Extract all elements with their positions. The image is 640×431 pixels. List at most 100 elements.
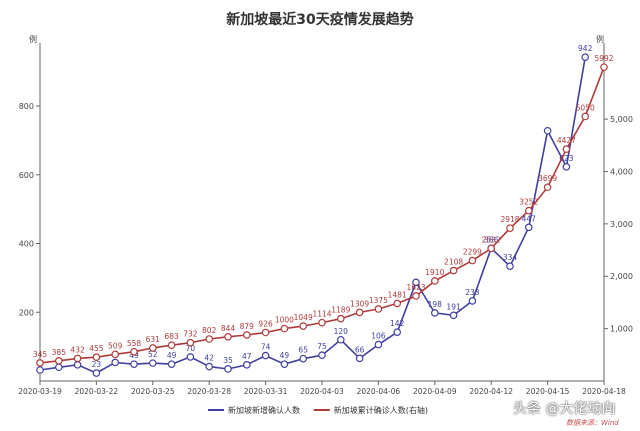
data-point-1 bbox=[92, 369, 101, 377]
data-point-1 bbox=[449, 311, 458, 320]
data-point-2 bbox=[224, 332, 232, 341]
data-source-note: 数据来源：Wind bbox=[566, 419, 619, 427]
data-label-2: 879 bbox=[240, 322, 255, 331]
data-point-1 bbox=[186, 353, 195, 361]
data-label-2: 455 bbox=[89, 344, 104, 353]
data-point-2 bbox=[149, 344, 157, 352]
data-point-2 bbox=[430, 277, 439, 285]
data-label-2: 1623 bbox=[406, 283, 425, 292]
data-label-1: 942 bbox=[578, 44, 593, 53]
data-point-2 bbox=[336, 314, 345, 323]
data-label-1: 120 bbox=[334, 327, 349, 336]
data-point-1 bbox=[243, 361, 251, 369]
y-left-tick-label: 400 bbox=[19, 240, 34, 249]
data-point-1 bbox=[261, 351, 270, 360]
data-label-2: 1114 bbox=[312, 310, 331, 319]
data-point-2 bbox=[543, 183, 552, 192]
data-label-2: 631 bbox=[146, 335, 161, 344]
data-label-2: 5050 bbox=[576, 103, 595, 112]
data-label-1: 75 bbox=[317, 342, 327, 351]
data-point-2 bbox=[205, 335, 214, 343]
data-point-2 bbox=[36, 359, 44, 367]
data-label-1: 42 bbox=[204, 354, 214, 363]
data-point-2 bbox=[487, 244, 496, 253]
data-label-2: 1910 bbox=[425, 268, 444, 277]
data-label-1: 49 bbox=[129, 351, 139, 360]
data-label-1: 23 bbox=[92, 360, 102, 369]
data-point-1 bbox=[111, 358, 120, 367]
x-tick-label: 2020-04-15 bbox=[526, 387, 570, 396]
data-point-2 bbox=[261, 328, 270, 337]
data-point-1 bbox=[524, 223, 533, 232]
data-point-1 bbox=[36, 366, 44, 374]
x-tick-label: 2020-03-19 bbox=[18, 387, 62, 396]
data-label-1: 65 bbox=[298, 346, 308, 355]
data-label-2: 3252 bbox=[519, 198, 538, 207]
data-point-1 bbox=[280, 360, 289, 368]
data-label-2: 1049 bbox=[294, 313, 313, 322]
data-label-2: 802 bbox=[202, 326, 217, 335]
x-tick-label: 2020-04-09 bbox=[413, 387, 457, 396]
x-tick-label: 2020-03-31 bbox=[244, 387, 288, 396]
x-tick-label: 2020-04-03 bbox=[300, 387, 344, 396]
data-label-1: 70 bbox=[186, 344, 196, 353]
chart-title: 新加坡最近30天疫情发展趋势 bbox=[226, 11, 413, 28]
data-label-1: 233 bbox=[465, 288, 480, 297]
data-point-2 bbox=[600, 63, 608, 71]
data-label-1: 623 bbox=[559, 154, 574, 163]
legend-label-2: 新加坡累计确诊人数(右轴) bbox=[334, 405, 428, 415]
data-label-1: 334 bbox=[503, 253, 518, 262]
data-point-1 bbox=[205, 362, 214, 371]
watermark-text: 头条 @大佬动向 bbox=[513, 401, 616, 417]
data-point-2 bbox=[73, 354, 82, 363]
data-label-1: 142 bbox=[390, 319, 405, 328]
data-label-2: 1309 bbox=[350, 299, 369, 308]
data-label-2: 926 bbox=[258, 319, 273, 328]
data-label-1: 191 bbox=[446, 302, 461, 311]
data-label-2: 509 bbox=[108, 341, 123, 350]
data-point-2 bbox=[581, 112, 590, 121]
data-point-1 bbox=[581, 53, 590, 61]
data-point-1 bbox=[224, 365, 232, 373]
data-point-1 bbox=[562, 163, 571, 171]
data-point-1 bbox=[393, 328, 402, 336]
data-label-1: 52 bbox=[148, 350, 158, 359]
data-point-1 bbox=[468, 297, 477, 305]
data-point-1 bbox=[73, 361, 82, 369]
data-label-2: 732 bbox=[183, 330, 198, 339]
x-tick-label: 2020-03-22 bbox=[75, 387, 119, 396]
y-axis-left-label: 例 bbox=[29, 34, 37, 44]
data-label-1: 106 bbox=[371, 332, 386, 341]
data-point-2 bbox=[299, 322, 308, 330]
data-point-1 bbox=[506, 262, 514, 270]
data-point-1 bbox=[318, 351, 326, 360]
data-point-1 bbox=[149, 359, 157, 367]
data-point-2 bbox=[186, 338, 195, 347]
y-axis-right-label: 例 bbox=[596, 34, 604, 44]
data-point-2 bbox=[280, 324, 289, 333]
data-label-1: 66 bbox=[355, 345, 365, 354]
y-right-tick-label: 2,000 bbox=[610, 272, 633, 281]
data-label-2: 2108 bbox=[444, 258, 463, 267]
y-right-tick-label: 1,000 bbox=[610, 325, 633, 334]
data-label-2: 1189 bbox=[331, 306, 350, 315]
data-point-2 bbox=[393, 299, 402, 308]
y-right-tick-label: 5,000 bbox=[610, 115, 633, 124]
y-left-tick-label: 200 bbox=[19, 308, 34, 317]
data-label-2: 683 bbox=[164, 332, 179, 341]
data-label-1: 198 bbox=[428, 300, 443, 309]
data-point-1 bbox=[299, 354, 308, 363]
data-point-2 bbox=[449, 266, 458, 275]
data-point-1 bbox=[167, 360, 176, 368]
data-label-2: 1375 bbox=[369, 296, 388, 305]
data-point-2 bbox=[167, 341, 176, 350]
data-label-2: 4427 bbox=[557, 136, 576, 145]
data-label-2: 2918 bbox=[500, 215, 519, 224]
data-point-2 bbox=[355, 308, 364, 317]
data-point-2 bbox=[506, 224, 514, 232]
x-tick-label: 2020-04-18 bbox=[582, 387, 626, 396]
data-label-2: 2299 bbox=[463, 248, 482, 257]
data-point-2 bbox=[412, 292, 420, 300]
y-left-tick-label: 800 bbox=[19, 102, 34, 111]
